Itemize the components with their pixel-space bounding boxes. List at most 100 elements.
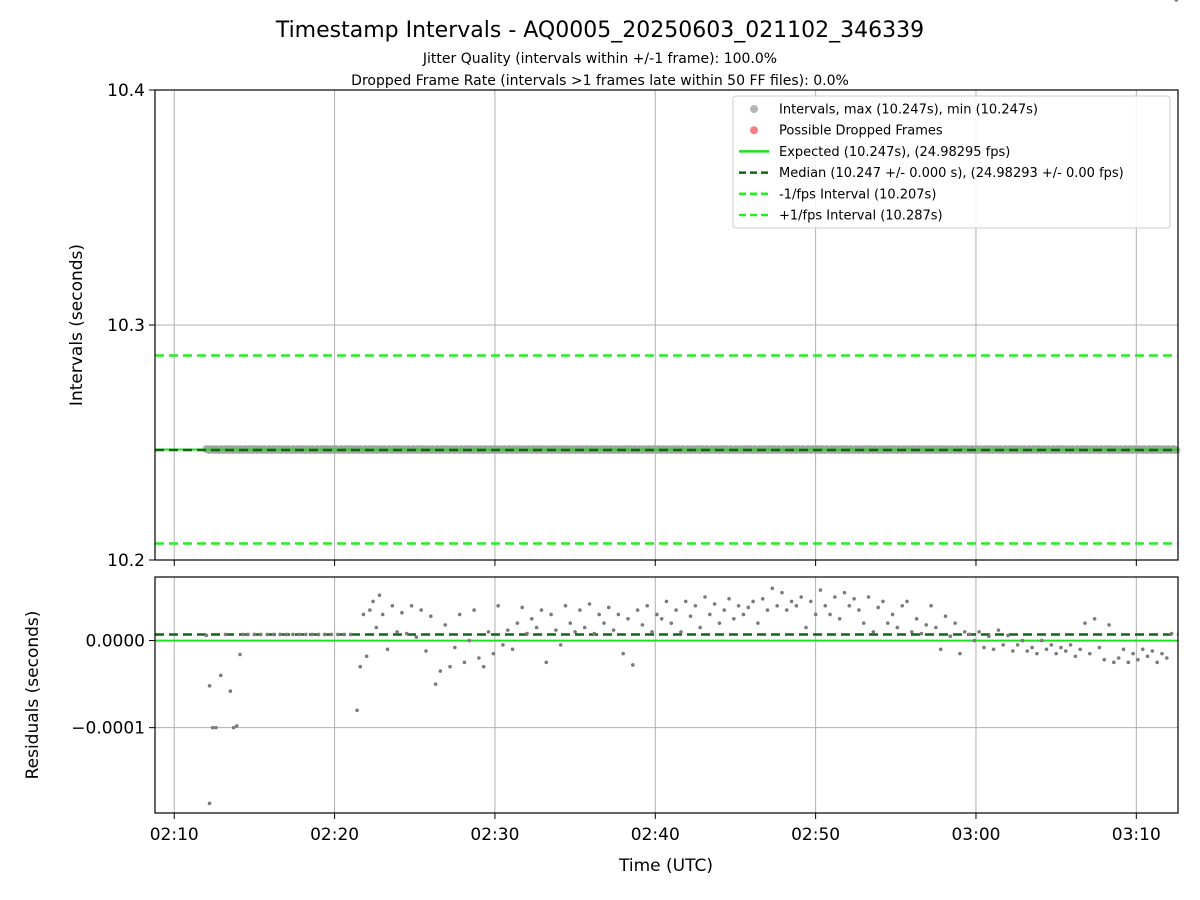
residual-point (462, 660, 467, 665)
residual-point (481, 664, 486, 669)
residual-point (1054, 651, 1058, 656)
residual-point (310, 632, 314, 637)
residual-point (414, 635, 419, 639)
x-tick-label-4: 02:50 (791, 825, 840, 845)
residual-point (765, 608, 770, 612)
residual-point (626, 617, 630, 621)
residual-point (1136, 657, 1140, 662)
residual-point (669, 621, 674, 625)
residual-point (520, 605, 524, 610)
residual-point (380, 612, 385, 617)
top-y-tick-label-0: 10.2 (107, 551, 145, 571)
residuals-plot: 0.0000 −0.0001 02:10 02:20 02:30 02:40 02:50 03… (71, 0, 1179, 845)
residual-point (400, 610, 404, 615)
residual-point (674, 608, 678, 612)
legend-marker-1 (750, 126, 758, 135)
residual-point (953, 621, 957, 625)
residual-point (549, 612, 553, 617)
residual-point (297, 632, 302, 637)
residual-point (1059, 645, 1063, 650)
residual-point (1015, 643, 1020, 647)
residual-point (640, 623, 645, 627)
x-tick-label-5: 03:00 (951, 825, 1000, 845)
residual-point (712, 602, 717, 606)
residual-point (1020, 638, 1025, 643)
residual-point (214, 725, 218, 730)
residual-point (355, 708, 359, 713)
residual-point (448, 664, 452, 669)
residual-point (934, 625, 938, 630)
residual-point (404, 631, 409, 636)
residual-point (1174, 0, 1179, 2)
residual-point (780, 590, 784, 595)
residual-point (727, 596, 731, 601)
residual-point (477, 656, 481, 660)
residual-point (390, 603, 395, 608)
residual-point (775, 603, 779, 608)
chart-subtitle-jitter: Jitter Quality (intervals within +/-1 fr… (422, 51, 777, 67)
x-tick-label-2: 02:30 (470, 825, 519, 845)
residual-point (419, 608, 423, 612)
residual-point (265, 632, 270, 637)
residual-point (900, 603, 905, 608)
residual-point (578, 608, 582, 612)
residual-point (374, 625, 379, 630)
residual-point (664, 599, 669, 604)
residual-point (534, 625, 539, 630)
residual-point (982, 645, 986, 650)
residual-point (698, 625, 702, 630)
residual-point (679, 630, 683, 634)
residual-point (732, 617, 736, 621)
residual-point (1140, 647, 1145, 652)
legend-entry-2: Expected (10.247s), (24.98295 fps) (739, 145, 1010, 160)
residual-point (905, 599, 909, 604)
residual-point (770, 586, 775, 591)
residual-point (967, 632, 972, 637)
residual-point (1001, 643, 1006, 647)
residual-point (252, 632, 257, 637)
residual-point (852, 596, 856, 601)
residual-point (554, 628, 558, 632)
residual-point (207, 684, 212, 688)
residual-point (1078, 647, 1082, 652)
residual-point (472, 608, 476, 612)
residual-point (746, 605, 751, 610)
residual-point (1039, 638, 1044, 643)
residual-point (760, 596, 765, 601)
residual-point (703, 595, 707, 599)
residual-point (871, 630, 876, 634)
residual-point (284, 632, 289, 637)
residual-point (914, 617, 919, 621)
residual-point (631, 663, 635, 667)
residual-point (635, 608, 640, 612)
residual-point (241, 632, 245, 637)
residual-point (958, 651, 962, 656)
residual-point (323, 632, 327, 637)
residual-point (342, 632, 347, 637)
residual-point (278, 632, 282, 637)
residual-point (1025, 649, 1030, 653)
legend-marker-0 (750, 105, 758, 113)
residual-point (943, 614, 948, 618)
residual-point (986, 634, 991, 639)
residual-point (428, 614, 433, 618)
legend-entry-1: Possible Dropped Frames (750, 124, 943, 139)
residual-point (1097, 645, 1102, 650)
residual-point (991, 647, 996, 652)
residual-point (962, 630, 967, 634)
x-tick-label-3: 02:40 (631, 825, 680, 845)
residual-point (1121, 647, 1126, 652)
residual-point (433, 682, 438, 686)
legend-label-2: Expected (10.247s), (24.98295 fps) (779, 145, 1010, 160)
residual-point (784, 608, 789, 612)
residual-point (210, 725, 215, 730)
residual-point (645, 603, 650, 608)
residual-point (530, 617, 534, 621)
residual-point (751, 599, 755, 604)
residual-point (789, 599, 794, 604)
residual-point (558, 643, 563, 647)
residual-point (842, 590, 847, 595)
residual-point (910, 630, 914, 634)
legend-label-1: Possible Dropped Frames (779, 124, 943, 139)
residual-point (501, 643, 505, 647)
